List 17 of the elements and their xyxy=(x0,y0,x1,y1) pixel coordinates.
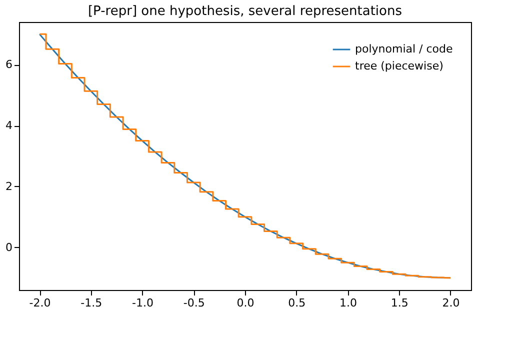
x-tick-label: -1.0 xyxy=(132,296,154,310)
y-tick-label: 6 xyxy=(6,58,12,72)
x-tick-label: 1.5 xyxy=(390,296,408,310)
x-tick-label: -2.0 xyxy=(29,296,51,310)
y-tick-label: 0 xyxy=(6,240,12,254)
x-tick-label: 1.0 xyxy=(339,296,357,310)
x-tick-label: -1.5 xyxy=(80,296,102,310)
line-series xyxy=(38,33,452,279)
legend-label: polynomial / code xyxy=(355,42,454,56)
x-tick-label: 0.0 xyxy=(236,296,254,310)
x-tick-label: 2.0 xyxy=(442,296,460,310)
x-tick-label: -0.5 xyxy=(183,296,205,310)
x-tick-label: 0.5 xyxy=(288,296,306,310)
chart-title: [P-repr] one hypothesis, several representations xyxy=(88,4,402,19)
y-tick-label: 4 xyxy=(6,119,12,132)
y-tick-label: 2 xyxy=(6,180,12,193)
legend-label: tree (piecewise) xyxy=(355,60,444,72)
